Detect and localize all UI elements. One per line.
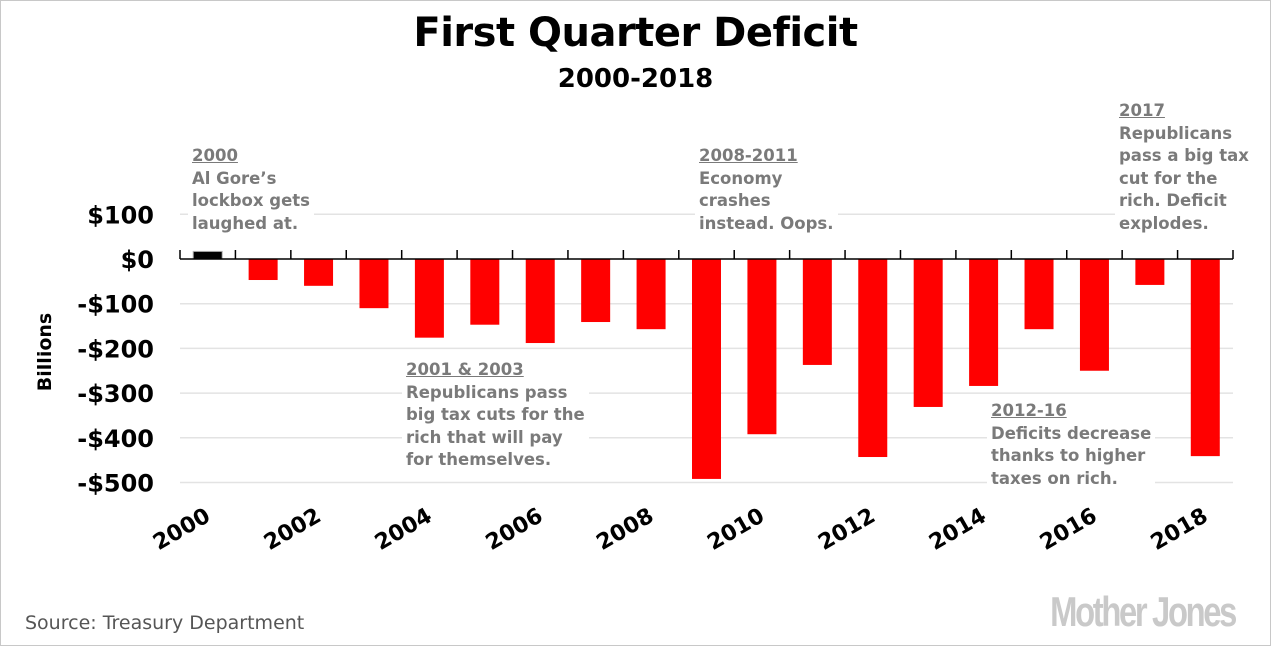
- bar-2014: [969, 259, 999, 386]
- x-tick-label: 2000: [149, 504, 215, 556]
- annotation-heading: 2012-16: [991, 401, 1067, 420]
- annotation-line: cut for the: [1119, 168, 1218, 188]
- bar-2002: [304, 259, 334, 286]
- y-tick-labels: $100 $0 -$100 -$200 -$300 -$400 -$500: [77, 201, 154, 497]
- annotation-line: Al Gore’s: [192, 168, 277, 188]
- annotation-line: rich that will pay: [406, 427, 563, 447]
- annotation-line: explodes.: [1119, 213, 1209, 233]
- x-tick-label: 2004: [371, 504, 437, 556]
- annotation-line: thanks to higher: [991, 446, 1146, 465]
- x-tick-labels: 2000 2002 2004 2006 2008 2010 2012 2014 2016 2018: [149, 504, 1212, 556]
- bar-2007: [581, 259, 611, 323]
- x-tick-label: 2014: [925, 504, 991, 556]
- x-tick-label: 2016: [1036, 504, 1102, 556]
- annotation-line: laughed at.: [192, 213, 299, 233]
- mother-jones-logo: Mother Jones: [1050, 588, 1237, 635]
- annotation-line: instead. Oops.: [699, 213, 834, 233]
- source-note: Source: Treasury Department: [25, 612, 305, 634]
- x-tick-label: 2008: [593, 504, 659, 556]
- bar-2010: [747, 259, 777, 435]
- bar-2009: [692, 259, 721, 479]
- y-axis-label: Billions: [34, 313, 56, 391]
- annotation-2008-2011: 2008-2011 Economy crashes instead. Oops.: [695, 145, 838, 235]
- annotation-line: taxes on rich.: [991, 468, 1118, 488]
- y-tick-label: $100: [87, 201, 154, 229]
- annotation-line: Deficits decrease: [991, 423, 1152, 443]
- y-tick-label: -$400: [77, 425, 154, 453]
- bar-2005: [470, 259, 500, 325]
- y-tick-label: -$300: [77, 380, 154, 408]
- x-tick-label: 2006: [482, 504, 548, 556]
- bar-2016: [1079, 259, 1109, 371]
- x-tick-label: 2018: [1147, 504, 1213, 556]
- bar-2018: [1190, 259, 1220, 457]
- annotation-line: big tax cuts for the: [406, 405, 585, 424]
- annotation-2012-16: 2012-16 Deficits decrease thanks to higher…: [987, 400, 1156, 490]
- bar-2012: [858, 259, 888, 458]
- x-tick-label: 2010: [703, 504, 769, 556]
- annotation-heading: 2000: [192, 146, 238, 165]
- annotation-line: rich. Deficit: [1119, 191, 1227, 210]
- bar-2000: [192, 250, 223, 260]
- annotation-2000: 2000 Al Gore’s lockbox gets laughed at.: [188, 145, 314, 235]
- bar-2015: [1024, 259, 1054, 330]
- annotation-line: Economy: [699, 168, 783, 188]
- x-tick-label: 2002: [260, 504, 326, 556]
- x-tick-label: 2012: [814, 504, 880, 556]
- y-tick-label: -$500: [77, 470, 154, 498]
- annotation-heading: 2008-2011: [699, 146, 798, 165]
- annotation-line: lockbox gets: [192, 191, 310, 210]
- bar-2011: [802, 259, 832, 365]
- annotation-line: crashes: [699, 191, 771, 210]
- annotation-2017: 2017 Republicans pass a big tax cut for the…: [1115, 100, 1253, 235]
- chart-title: First Quarter Deficit: [413, 10, 858, 56]
- annotation-line: pass a big tax: [1119, 146, 1249, 165]
- bar-2004: [414, 259, 444, 338]
- annotation-heading: 2017: [1119, 101, 1165, 120]
- annotation-line: for themselves.: [406, 450, 552, 469]
- y-tick-label: -$100: [77, 291, 154, 319]
- annotation-line: Republicans: [1119, 123, 1233, 143]
- annotation-heading: 2001 & 2003: [406, 360, 524, 379]
- chart-subtitle: 2000-2018: [557, 64, 714, 94]
- x-axis: [179, 250, 1234, 260]
- annotation-2001-2003: 2001 & 2003 Republicans pass big tax cuts …: [402, 359, 589, 472]
- bar-2017: [1135, 259, 1165, 285]
- y-tick-label: -$200: [77, 335, 154, 363]
- bar-2001: [248, 259, 278, 281]
- y-tick-label: $0: [121, 246, 154, 274]
- bar-2006: [525, 259, 555, 344]
- bar-2013: [913, 259, 943, 407]
- bar-2003: [359, 259, 389, 309]
- annotation-line: Republicans pass: [406, 382, 568, 402]
- bars: [192, 250, 1220, 479]
- bar-2008: [636, 259, 666, 330]
